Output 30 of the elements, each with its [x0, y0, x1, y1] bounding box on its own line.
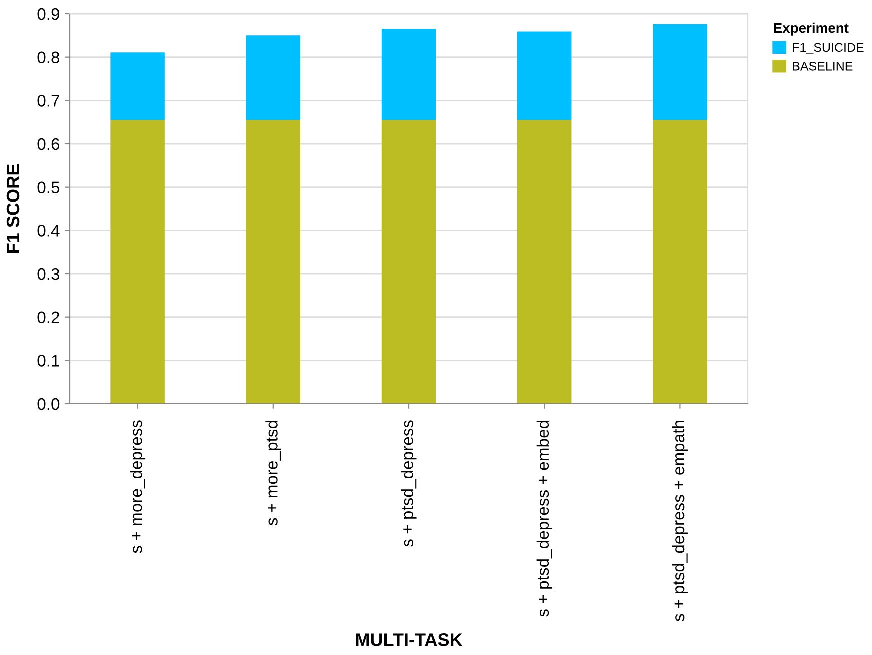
bar: [382, 120, 436, 404]
x-axis-title: MULTI-TASK: [356, 634, 463, 646]
y-tick-label: 0.8: [38, 52, 60, 64]
y-tick-label: 0.2: [38, 312, 60, 324]
bar: [653, 120, 708, 404]
legend-label: F1_SUICIDE: [793, 43, 864, 54]
bar: [382, 29, 436, 120]
y-axis-title: F1 SCORE: [6, 164, 20, 253]
y-tick-label: 0.4: [38, 225, 60, 237]
bar: [517, 32, 572, 120]
y-tick-label: 0.7: [38, 95, 60, 107]
bar: [110, 52, 165, 120]
x-tick-label: s + ptsd_depress: [401, 420, 417, 547]
x-tick-label: s + more_ptsd: [266, 421, 282, 526]
y-tick-label: 0.0: [38, 398, 60, 410]
x-tick-label: s + more_depress: [130, 420, 146, 554]
x-tick-label: s + ptsd_depress + embed: [536, 421, 552, 617]
bar: [110, 120, 165, 404]
legend-title: Experiment: [774, 22, 849, 36]
bar: [246, 120, 301, 404]
bar: [517, 120, 572, 404]
bar: [653, 24, 708, 120]
legend-label: BASELINE: [793, 62, 853, 71]
bar: [246, 36, 301, 120]
y-tick-label: 0.1: [38, 355, 60, 367]
y-tick-label: 0.9: [38, 8, 60, 20]
y-tick-label: 0.3: [38, 268, 60, 280]
y-tick-label: 0.5: [38, 182, 60, 194]
x-tick-label: s + ptsd_depress + empath: [672, 421, 688, 622]
y-tick-label: 0.6: [38, 138, 60, 150]
